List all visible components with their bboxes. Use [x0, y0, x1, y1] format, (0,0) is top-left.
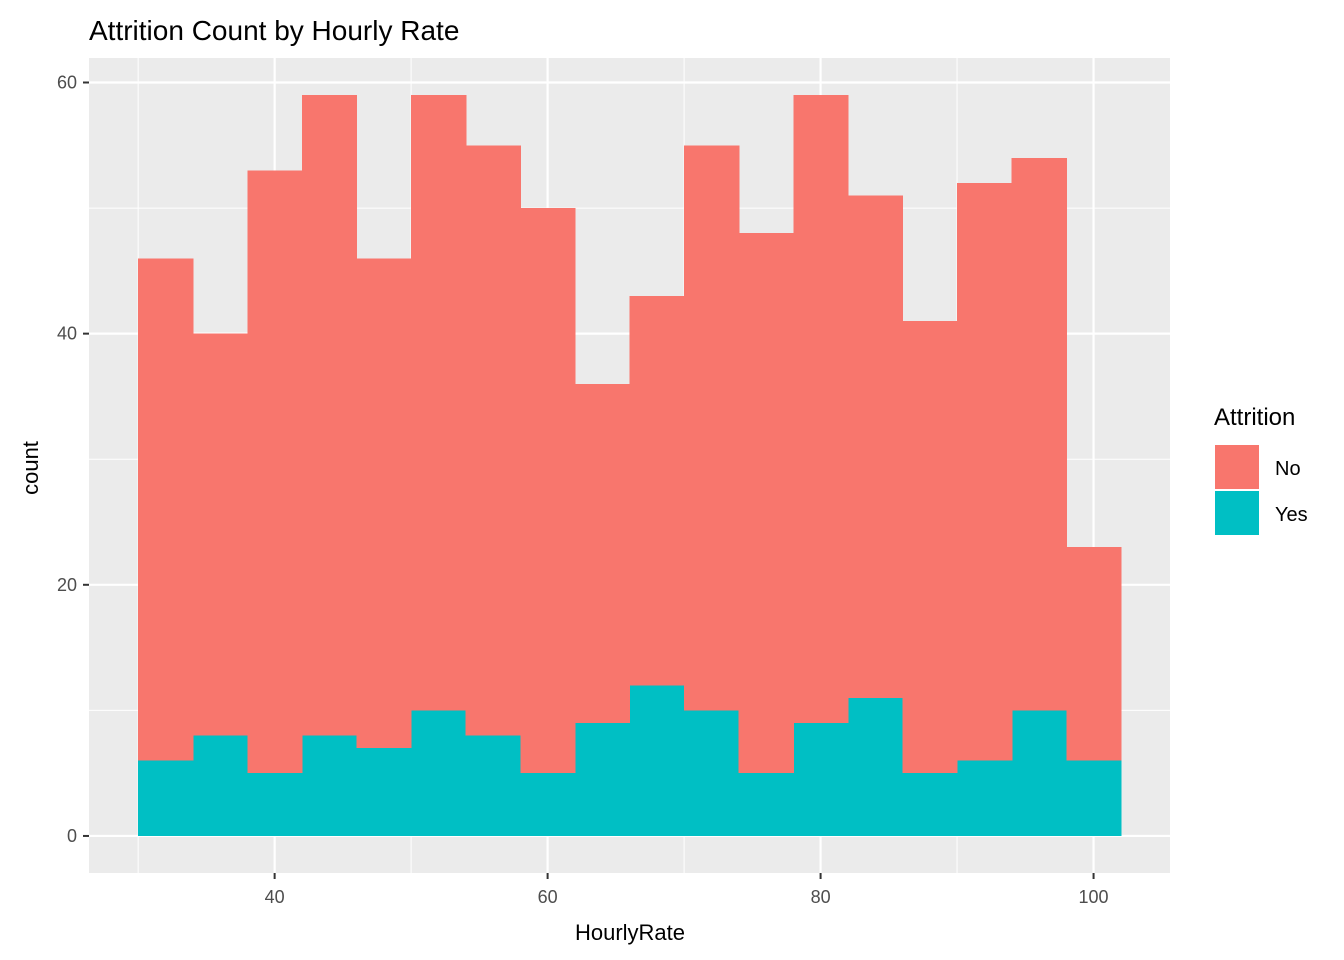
bar-no	[902, 321, 958, 774]
x-tick-label: 60	[538, 887, 558, 907]
bar-yes	[138, 760, 194, 836]
bar-no	[520, 208, 576, 774]
x-axis: 40 60 80 100	[265, 873, 1109, 907]
bar-yes	[902, 773, 958, 836]
bar-yes	[465, 735, 521, 836]
bar-yes	[957, 760, 1013, 836]
bar-no	[356, 258, 412, 749]
bar-no	[629, 295, 685, 686]
bar-no	[957, 182, 1013, 761]
y-axis: 0 20 40 60	[57, 72, 89, 846]
bar-yes	[356, 748, 412, 836]
legend-label-yes: Yes	[1275, 504, 1308, 526]
bar-no	[847, 195, 904, 698]
bar-no	[138, 258, 194, 761]
x-axis-title: HourlyRate	[575, 920, 685, 945]
y-tick-label: 40	[57, 324, 77, 344]
x-tick-label: 80	[811, 887, 831, 907]
bar-yes	[684, 710, 740, 836]
bar-yes	[847, 697, 904, 836]
bar-no	[1066, 547, 1122, 761]
bar-no	[192, 333, 248, 736]
legend-key-no	[1215, 445, 1259, 489]
bar-no	[465, 145, 521, 736]
bar-yes	[192, 735, 248, 836]
bar-yes	[738, 773, 794, 836]
y-tick-label: 0	[67, 826, 77, 846]
bar-no	[684, 145, 740, 711]
bar-no	[738, 233, 794, 774]
bar-yes	[301, 735, 358, 836]
legend-label-no: No	[1275, 458, 1301, 480]
bar-no	[411, 95, 467, 711]
bar-no	[574, 383, 631, 723]
legend-key-yes	[1215, 491, 1259, 535]
x-tick-label: 40	[265, 887, 285, 907]
y-axis-title: count	[18, 441, 43, 495]
bar-yes	[247, 773, 303, 836]
y-tick-label: 60	[57, 72, 77, 92]
bar-no	[1011, 157, 1067, 711]
bar-yes	[1066, 760, 1122, 836]
legend-title: Attrition	[1214, 404, 1295, 431]
bar-no	[301, 95, 358, 736]
chart-title: Attrition Count by Hourly Rate	[89, 15, 459, 46]
bar-yes	[629, 685, 685, 836]
bar-no	[793, 95, 849, 723]
bars	[138, 95, 1122, 836]
bar-no	[247, 170, 303, 774]
bar-yes	[574, 722, 631, 836]
legend: Attrition No Yes	[1214, 404, 1308, 535]
bar-yes	[1011, 710, 1067, 836]
bar-yes	[411, 710, 467, 836]
bar-yes	[793, 722, 849, 836]
x-tick-label: 100	[1079, 887, 1109, 907]
y-tick-label: 20	[57, 575, 77, 595]
legend-items: No Yes	[1215, 445, 1308, 535]
bar-yes	[520, 773, 576, 836]
